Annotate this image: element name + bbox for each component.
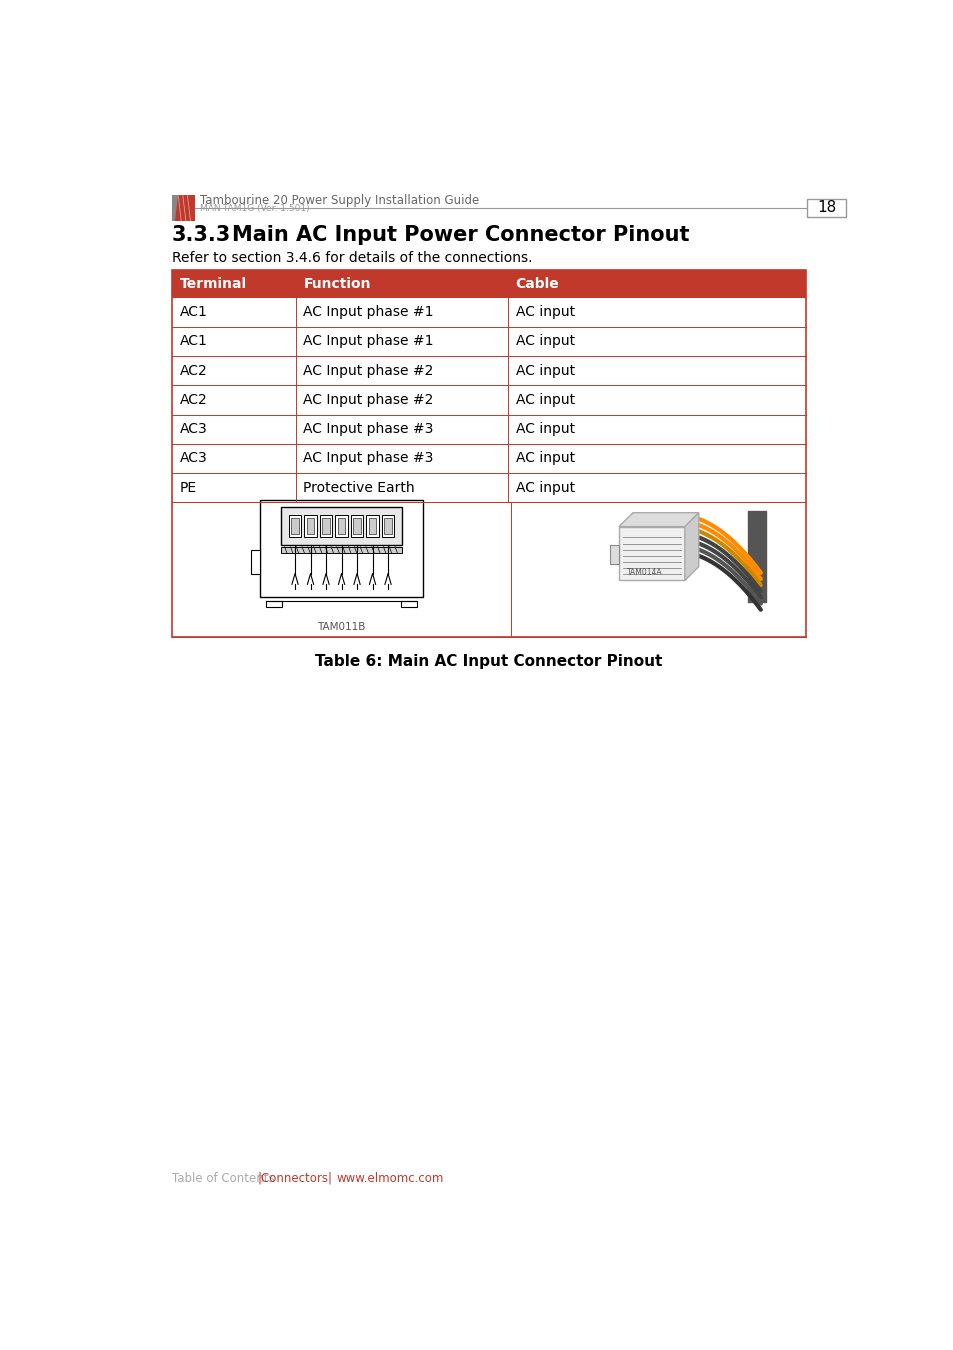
Text: AC input: AC input — [516, 451, 575, 466]
Text: TAM011B: TAM011B — [317, 622, 365, 632]
Bar — [351, 516, 363, 536]
Bar — [319, 516, 332, 536]
Bar — [618, 526, 684, 580]
Polygon shape — [174, 196, 195, 221]
Bar — [172, 270, 805, 637]
Text: TAM014A: TAM014A — [626, 567, 661, 576]
Bar — [366, 516, 378, 536]
Text: Function: Function — [303, 277, 371, 290]
Bar — [172, 472, 805, 502]
Bar — [353, 518, 360, 533]
Text: AC3: AC3 — [179, 451, 207, 466]
Bar — [609, 545, 618, 564]
Text: AC input: AC input — [516, 481, 575, 494]
Text: AC2: AC2 — [179, 363, 207, 378]
Text: AC input: AC input — [516, 363, 575, 378]
Bar — [281, 547, 401, 552]
Bar — [172, 356, 805, 385]
Bar — [322, 518, 330, 533]
Bar — [289, 516, 301, 536]
Bar — [384, 518, 392, 533]
Bar — [335, 516, 347, 536]
Text: AC Input phase #3: AC Input phase #3 — [303, 423, 434, 436]
Text: 3.3.3: 3.3.3 — [172, 225, 231, 246]
Text: AC2: AC2 — [179, 393, 207, 406]
Bar — [304, 516, 316, 536]
Text: AC Input phase #2: AC Input phase #2 — [303, 393, 434, 406]
Text: Cable: Cable — [516, 277, 558, 290]
Text: AC Input phase #1: AC Input phase #1 — [303, 335, 434, 348]
Text: AC input: AC input — [516, 335, 575, 348]
Text: AC input: AC input — [516, 393, 575, 406]
Bar — [281, 506, 401, 545]
Bar — [337, 518, 345, 533]
Bar — [172, 414, 805, 444]
Text: AC input: AC input — [516, 305, 575, 319]
Bar — [306, 518, 314, 533]
Text: MAN-TAM1G (Ver. 1.501): MAN-TAM1G (Ver. 1.501) — [199, 204, 309, 212]
Bar — [381, 516, 394, 536]
Text: Terminal: Terminal — [179, 277, 247, 290]
Bar — [368, 518, 376, 533]
Text: Protective Earth: Protective Earth — [303, 481, 415, 494]
Bar — [401, 601, 416, 606]
Bar — [806, 198, 845, 217]
Text: Refer to section 3.4.6 for details of the connections.: Refer to section 3.4.6 for details of th… — [172, 251, 532, 265]
Text: AC Input phase #2: AC Input phase #2 — [303, 363, 434, 378]
Polygon shape — [618, 513, 699, 526]
Text: Table 6: Main AC Input Connector Pinout: Table 6: Main AC Input Connector Pinout — [314, 653, 662, 670]
Polygon shape — [684, 513, 699, 580]
Text: AC1: AC1 — [179, 305, 208, 319]
Text: AC3: AC3 — [179, 423, 207, 436]
Text: PE: PE — [179, 481, 196, 494]
Bar — [291, 518, 298, 533]
Bar — [266, 601, 281, 606]
Bar — [251, 551, 260, 574]
Text: AC Input phase #3: AC Input phase #3 — [303, 451, 434, 466]
Text: |Connectors|: |Connectors| — [257, 1172, 332, 1185]
Text: AC Input phase #1: AC Input phase #1 — [303, 305, 434, 319]
Bar — [172, 385, 805, 414]
Bar — [172, 297, 805, 327]
Bar — [172, 502, 805, 637]
Bar — [260, 501, 422, 597]
Text: Tambourine 20 Power Supply Installation Guide: Tambourine 20 Power Supply Installation … — [199, 194, 478, 208]
Text: AC input: AC input — [516, 423, 575, 436]
Text: www.elmomc.com: www.elmomc.com — [335, 1172, 443, 1185]
Bar — [172, 270, 805, 297]
Text: AC1: AC1 — [179, 335, 208, 348]
Bar — [172, 196, 195, 221]
Bar — [172, 327, 805, 356]
Text: Main AC Input Power Connector Pinout: Main AC Input Power Connector Pinout — [232, 225, 688, 246]
Text: Table of Contents: Table of Contents — [172, 1172, 274, 1185]
Text: 18: 18 — [817, 200, 836, 215]
Bar — [172, 444, 805, 472]
